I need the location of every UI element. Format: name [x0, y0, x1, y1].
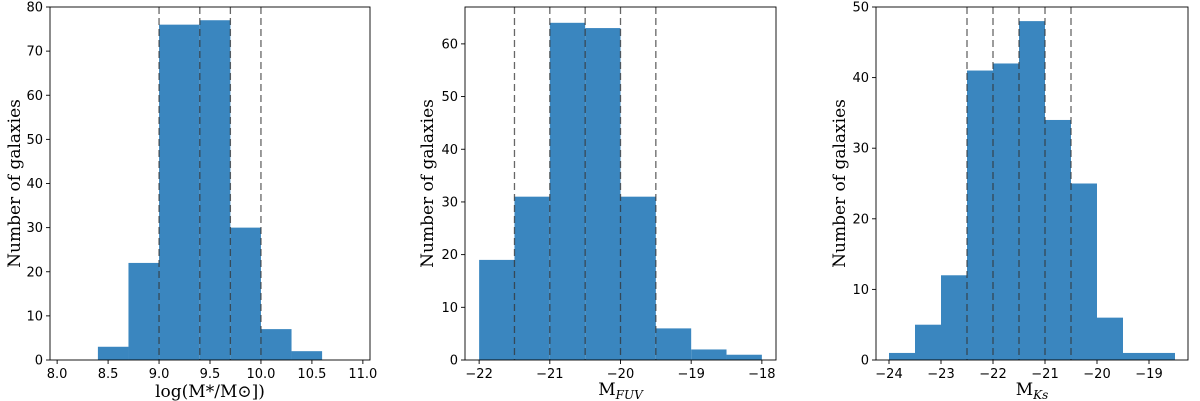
x-tick-label: −22 — [465, 367, 492, 382]
y-axis-label: Number of galaxies — [418, 99, 438, 268]
y-tick-label: 10 — [26, 309, 43, 324]
y-tick-label: 50 — [852, 1, 869, 16]
histogram-bar — [1071, 183, 1097, 360]
y-tick-label: 40 — [441, 143, 458, 158]
histogram-bar — [1045, 119, 1071, 361]
histogram-bar — [549, 22, 586, 360]
y-axis-label: Number of galaxies — [830, 99, 850, 268]
x-tick-label: 10.5 — [297, 367, 326, 382]
histogram-bar — [230, 227, 261, 360]
histogram-bar — [691, 349, 727, 360]
x-tick-label: 9.5 — [200, 367, 221, 382]
y-tick-label: 10 — [441, 301, 458, 316]
axes-frame — [875, 6, 1189, 361]
histogram-bar — [479, 259, 515, 360]
x-tick-label: 8.5 — [98, 367, 119, 382]
panel-fuv-magnitude: −22 −21 −20 −19 −18 0 10 20 30 40 50 60 Number of ga… — [418, 6, 777, 401]
histogram-bar — [889, 352, 915, 360]
x-tick-label: 10.0 — [246, 367, 275, 382]
y-tick-label: 70 — [26, 45, 43, 60]
y-tick-label: 30 — [852, 142, 869, 157]
panel-stellar-mass: 8.0 8.5 9.0 9.5 10.0 10.5 11.0 0 10 20 30 40 50 60 70 8… — [5, 1, 377, 401]
y-tick-label: 60 — [26, 89, 43, 104]
histogram-bar — [1149, 352, 1175, 360]
y-axis-label: Number of galaxies — [5, 99, 25, 268]
y-tick-label: 20 — [26, 265, 43, 280]
y-tick-label: 50 — [26, 133, 43, 148]
histogram-bar — [291, 351, 323, 360]
x-tick-label: −21 — [1031, 367, 1058, 382]
histogram-bar — [159, 24, 200, 361]
x-axis-label: MFUV — [598, 380, 644, 401]
x-tick-label: −19 — [677, 367, 704, 382]
histogram-bar — [915, 324, 941, 360]
y-tick-label: 50 — [441, 90, 458, 105]
x-tick-label: −24 — [875, 367, 902, 382]
histogram-bar — [941, 275, 967, 360]
x-axis-label: MKs — [1016, 380, 1049, 401]
histogram-bar — [128, 262, 160, 360]
y-tick-label: 80 — [26, 1, 43, 16]
x-tick-label: 11.0 — [348, 367, 377, 382]
histogram-bar — [199, 20, 231, 361]
histogram-bar — [1097, 317, 1123, 360]
histogram-bar — [620, 196, 656, 360]
histogram-bar — [585, 28, 621, 361]
y-tick-label: 0 — [450, 354, 458, 369]
x-axis-label: log(M*/M⊙]) — [155, 382, 265, 401]
y-tick-label: 20 — [441, 248, 458, 263]
histogram-bar — [993, 63, 1019, 360]
y-tick-label: 40 — [852, 71, 869, 86]
histogram-bar — [514, 196, 550, 360]
histogram-bar — [97, 346, 129, 360]
x-tick-label: −22 — [979, 367, 1006, 382]
y-tick-label: 0 — [35, 354, 43, 369]
x-tick-label: −20 — [1083, 367, 1110, 382]
panel-ks-magnitude: −24 −23 −22 −21 −20 −19 0 10 20 30 40 50 Number of g… — [830, 1, 1189, 401]
histogram-bar — [726, 354, 762, 360]
x-tick-label: −23 — [927, 367, 954, 382]
histogram-bar — [260, 329, 292, 360]
histogram-bar — [655, 328, 692, 360]
histogram-bar — [1019, 21, 1045, 361]
y-tick-label: 60 — [441, 37, 458, 52]
histogram-bar — [1123, 352, 1149, 360]
x-tick-label: 9.0 — [149, 367, 170, 382]
y-tick-label: 40 — [26, 177, 43, 192]
x-tick-label: 8.0 — [47, 367, 68, 382]
y-tick-label: 10 — [852, 283, 869, 298]
y-tick-label: 20 — [852, 212, 869, 227]
x-tick-label: −19 — [1135, 367, 1162, 382]
y-tick-label: 30 — [441, 195, 458, 210]
x-tick-label: −18 — [748, 367, 775, 382]
x-tick-label: −20 — [607, 367, 634, 382]
y-tick-label: 0 — [861, 354, 869, 369]
x-tick-label: −21 — [536, 367, 563, 382]
histogram-bar — [967, 70, 993, 360]
y-tick-label: 30 — [26, 221, 43, 236]
